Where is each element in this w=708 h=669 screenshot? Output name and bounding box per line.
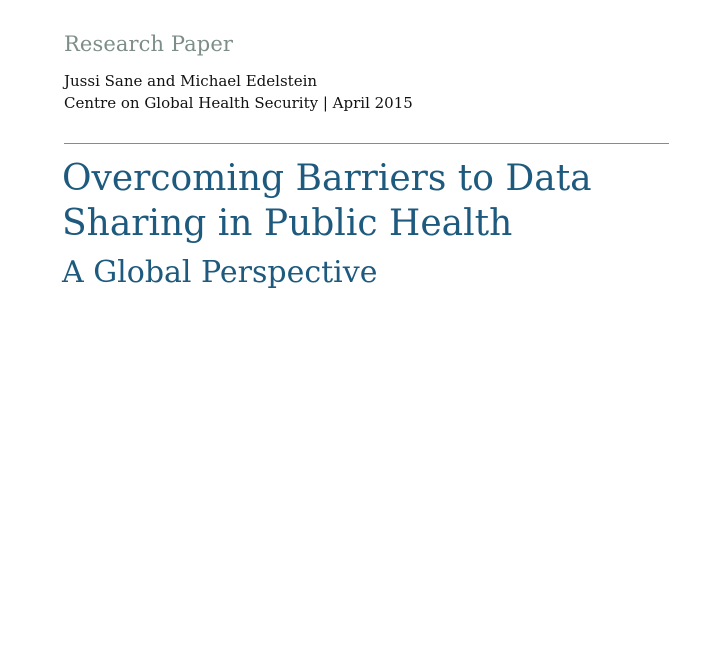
header-divider (64, 143, 669, 144)
title-line-1: Overcoming Barriers to Data (62, 158, 592, 199)
affiliation-and-date: Centre on Global Health Security | April… (64, 94, 413, 112)
document-subtitle: A Global Perspective (62, 255, 378, 290)
title-line-2: Sharing in Public Health (62, 203, 513, 244)
authors: Jussi Sane and Michael Edelstein (64, 72, 318, 90)
document-title: Overcoming Barriers to Data Sharing in P… (62, 156, 662, 246)
document-type-label: Research Paper (64, 32, 233, 56)
